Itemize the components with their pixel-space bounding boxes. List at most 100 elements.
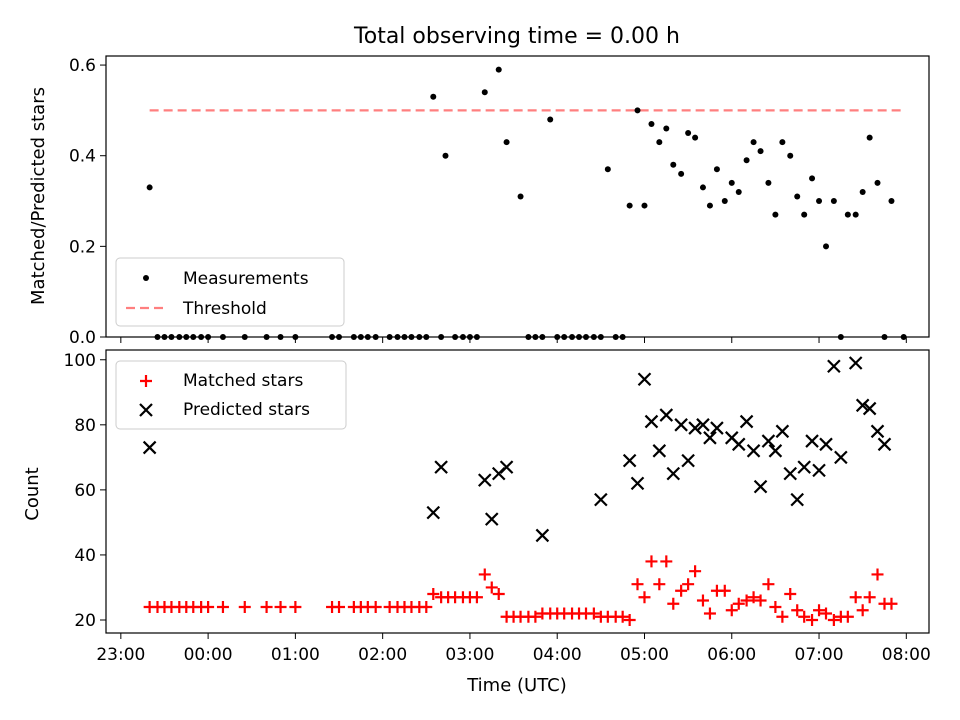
predicted-point	[797, 460, 811, 474]
x-axis-label: Time (UTC)	[466, 675, 567, 696]
legend-threshold-label: Threshold	[182, 299, 267, 319]
predicted-point	[477, 473, 492, 487]
top-y-tick-label: 0.6	[69, 56, 96, 76]
matched-point	[754, 594, 767, 607]
matched-point	[747, 591, 760, 604]
bottom-x-tick-label: 05:00	[620, 645, 669, 665]
bottom-x-tick-label: 06:00	[707, 645, 756, 665]
matched-point	[762, 578, 775, 591]
measurement-point	[670, 161, 677, 168]
legend-matched-marker	[140, 375, 152, 387]
top-y-axis-label: Matched/Predicted stars	[28, 87, 49, 305]
predicted-point	[535, 528, 550, 543]
legend-measurement-marker	[143, 275, 149, 281]
bottom-y-tick-label: 80	[74, 416, 96, 436]
bottom-x-tick-label: 08:00	[882, 645, 931, 665]
measurement-point	[809, 175, 816, 182]
bottom-y-tick-label: 60	[74, 481, 96, 501]
measurement-point	[801, 211, 808, 218]
measurement-point	[430, 93, 437, 100]
matched-point	[849, 591, 862, 604]
predicted-point	[142, 440, 157, 455]
bottom-y-tick-label: 40	[74, 546, 96, 566]
matched-point	[420, 600, 433, 613]
measurement-point	[706, 202, 713, 209]
legend-measurement-label: Measurements	[183, 269, 309, 289]
predicted-point	[710, 421, 724, 435]
matched-point	[791, 604, 804, 617]
measurement-point	[481, 89, 488, 96]
bottom-legend-box	[115, 360, 347, 430]
measurement-point	[648, 120, 655, 127]
matched-point	[470, 591, 483, 604]
measurement-point	[794, 193, 801, 200]
predicted-point	[805, 434, 819, 448]
bottom-x-tick-label: 02:00	[358, 645, 407, 665]
measurement-point	[678, 170, 685, 177]
bottom-y-axis-label: Count	[22, 467, 43, 520]
bottom-x-tick-label: 04:00	[533, 645, 582, 665]
measurement-point	[634, 107, 641, 114]
bottom-y-tick-label: 20	[74, 611, 96, 631]
matched-point	[631, 578, 644, 591]
measurement-point	[852, 211, 859, 218]
matched-point	[871, 568, 884, 581]
measurement-point	[844, 211, 851, 218]
predicted-point	[790, 492, 804, 507]
top-y-tick-label: 0.0	[69, 328, 96, 348]
predicted-point	[746, 444, 761, 458]
matched-point	[623, 613, 636, 626]
predicted-point	[630, 476, 645, 491]
predicted-point	[739, 414, 754, 429]
measurement-point	[442, 152, 449, 159]
predicted-point	[499, 460, 514, 474]
matched-point	[784, 587, 797, 600]
measurement-point	[713, 166, 720, 173]
predicted-point	[622, 453, 637, 468]
measurement-point	[626, 202, 633, 209]
bottom-x-tick-label: 23:00	[96, 645, 145, 665]
matched-point	[806, 613, 819, 626]
matched-point	[653, 578, 666, 591]
measurement-point	[663, 125, 670, 132]
predicted-point	[877, 437, 892, 452]
matched-point	[856, 604, 869, 617]
matched-point	[798, 610, 811, 623]
predicted-point	[666, 466, 681, 481]
measurement-point	[750, 139, 757, 146]
measurement-point	[146, 184, 153, 191]
predicted-point	[637, 372, 652, 387]
matched-point	[492, 587, 505, 600]
matched-point	[725, 604, 738, 617]
predicted-point	[696, 418, 710, 432]
legend-predicted-marker	[139, 403, 153, 417]
top-y-tick-label: 0.2	[69, 237, 96, 257]
predicted-point	[812, 463, 826, 478]
measurement-point	[787, 152, 794, 159]
predicted-point	[870, 424, 885, 439]
measurement-point	[735, 188, 742, 195]
matched-point	[820, 607, 833, 620]
legend-matched-label: Matched stars	[183, 371, 303, 391]
bottom-x-tick-label: 00:00	[184, 645, 233, 665]
top-legend: Measurements Threshold	[115, 257, 345, 327]
top-y-tick-label: 0.4	[69, 147, 96, 167]
measurement-point	[641, 202, 648, 209]
measurement-point	[656, 139, 663, 146]
ratio-subplot: 0.0 0.2 0.4 0.6 Measurements Threshold	[69, 55, 930, 348]
predicted-point	[484, 512, 499, 526]
predicted-point	[426, 505, 441, 520]
measurement-point	[830, 198, 837, 205]
matched-point	[427, 587, 440, 600]
predicted-point	[703, 431, 717, 445]
count-subplot: 20 40 60 80 100 23:00 00:00 01:00 02:00 03:00 04:0…	[64, 349, 931, 665]
bottom-x-tick-label: 03:00	[445, 645, 494, 665]
matched-point	[216, 600, 229, 613]
matched-point	[675, 584, 688, 597]
predicted-point	[674, 418, 688, 432]
matched-point	[667, 597, 680, 610]
predicted-point	[783, 466, 798, 481]
matched-point	[645, 555, 658, 568]
measurement-point	[503, 139, 510, 146]
predicted-point	[862, 401, 877, 416]
